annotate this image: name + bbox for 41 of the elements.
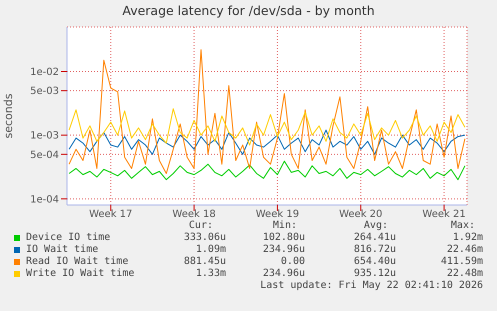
- y-tick-label: 1e-04: [30, 194, 59, 206]
- y-tick-label: 5e-04: [30, 150, 59, 161]
- text: 1.92m: [452, 232, 483, 243]
- text: 22.48m: [446, 268, 483, 279]
- y-tick-label: 1e-02: [30, 67, 59, 78]
- text: 1.33m: [196, 268, 226, 279]
- y-axis-title: seconds: [2, 93, 15, 138]
- x-tick-label: Week 20: [339, 209, 382, 220]
- y-tick-label: 1e-03: [30, 130, 59, 142]
- text: 1.09m: [194, 244, 226, 255]
- line-series: [68, 130, 466, 155]
- text: Min:: [272, 220, 297, 231]
- text: Last update: Fri May 22 02:41:10 2026: [259, 280, 483, 291]
- y-tick-label: 5e-03: [30, 86, 59, 98]
- line-series: [68, 49, 466, 174]
- text: 411.59m: [440, 256, 483, 267]
- text: 935.12u: [354, 268, 396, 279]
- text: 234.96u: [262, 268, 305, 279]
- legend-label: Read IO Wait time: [26, 256, 128, 267]
- x-tick-label: Week 19: [256, 209, 300, 220]
- line-series: [68, 108, 466, 146]
- x-tick-label: Week 18: [172, 209, 216, 220]
- text: 234.96u: [262, 244, 305, 255]
- x-tick-label: Week 21: [422, 209, 466, 220]
- text: 881.45u: [184, 256, 226, 267]
- text: Avg:: [364, 220, 388, 231]
- text: Cur:: [188, 220, 214, 231]
- chart-title: Average latency for /dev/sda - by month: [121, 3, 376, 18]
- text: 816.72u: [354, 244, 396, 255]
- text: 22.46m: [446, 244, 483, 255]
- x-tick-label: Week 17: [89, 209, 132, 220]
- line-series: [68, 160, 466, 180]
- text: 654.40u: [354, 256, 396, 267]
- legend-label: Device IO time: [26, 232, 110, 243]
- text: 0.00: [280, 256, 305, 267]
- text: 333.06u: [184, 232, 226, 243]
- legend-label: IO Wait time: [26, 244, 98, 255]
- text: Max:: [450, 220, 475, 231]
- text: 264.41u: [354, 232, 396, 243]
- legend-label: Write IO Wait time: [26, 268, 134, 279]
- text: 102.80u: [262, 232, 305, 243]
